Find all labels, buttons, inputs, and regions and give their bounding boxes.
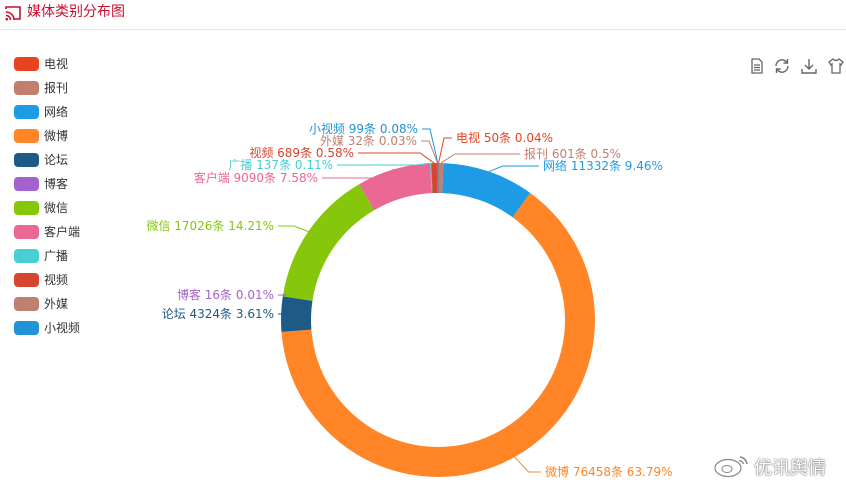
- slice-微信[interactable]: [282, 184, 375, 301]
- legend-swatch: [14, 153, 39, 167]
- data-label: 博客 16条 0.01%: [177, 287, 274, 302]
- slice-论坛[interactable]: [281, 296, 313, 332]
- legend-item[interactable]: 广播: [14, 247, 104, 271]
- data-label: 微信 17026条 14.21%: [146, 219, 274, 233]
- slice-视频[interactable]: [431, 163, 438, 194]
- legend-swatch: [14, 249, 39, 263]
- legend-item[interactable]: 客户端: [14, 223, 104, 247]
- chart-title: 媒体类别分布图: [27, 4, 125, 20]
- legend-label: 视频: [44, 273, 69, 287]
- data-label: 微博 76458条 63.79%: [545, 464, 673, 479]
- watermark-text: 优讯舆情: [754, 458, 826, 479]
- leader-line: [514, 456, 541, 473]
- legend-item[interactable]: 电视: [14, 55, 104, 79]
- legend-item[interactable]: 论坛: [14, 151, 104, 175]
- legend-label: 博客: [44, 177, 69, 191]
- restore-icon[interactable]: [773, 57, 791, 75]
- weibo-logo-icon: [714, 456, 748, 478]
- chart-header: 媒体类别分布图: [0, 0, 846, 30]
- shirt-icon[interactable]: [827, 57, 845, 75]
- slice-客户端[interactable]: [359, 163, 432, 211]
- legend-item[interactable]: 报刊: [14, 79, 104, 103]
- legend-swatch: [14, 81, 39, 95]
- slice-小视频[interactable]: [437, 163, 439, 194]
- chart-toolbox: [748, 57, 846, 75]
- leader-line: [438, 137, 452, 164]
- leader-line: [278, 225, 309, 233]
- leader-line: [278, 294, 287, 297]
- data-label: 小视频 99条 0.08%: [309, 121, 418, 136]
- leader-line: [421, 140, 439, 164]
- leader-line: [422, 128, 439, 164]
- legend-label: 微博: [44, 129, 69, 143]
- legend-swatch: [14, 321, 39, 335]
- data-label: 报刊 601条 0.5%: [524, 146, 621, 161]
- legend-swatch: [14, 273, 39, 287]
- legend-label: 客户端: [44, 225, 81, 239]
- legend-item[interactable]: 微信: [14, 199, 104, 223]
- data-label: 网络 11332条 9.46%: [543, 158, 663, 173]
- legend-item[interactable]: 视频: [14, 271, 104, 295]
- legend-label: 报刊: [44, 81, 69, 95]
- leader-line: [322, 169, 394, 179]
- watermark: 优讯舆情: [712, 452, 842, 479]
- data-label: 论坛 4324条 3.61%: [162, 307, 274, 321]
- slice-网络[interactable]: [442, 163, 531, 218]
- leader-line: [488, 165, 539, 172]
- legend-swatch: [14, 177, 39, 191]
- legend-label: 微信: [44, 201, 69, 215]
- leader-line: [337, 162, 431, 166]
- data-label: 视频 689条 0.58%: [249, 145, 354, 160]
- legend-item[interactable]: 网络: [14, 103, 104, 127]
- cast-icon: [5, 6, 21, 21]
- data-view-icon[interactable]: [748, 57, 766, 75]
- leader-line: [358, 152, 435, 164]
- data-label: 外媒 32条 0.03%: [320, 134, 417, 148]
- legend-swatch: [14, 57, 39, 71]
- legend-label: 论坛: [44, 153, 69, 167]
- slice-广播[interactable]: [430, 163, 433, 194]
- legend-label: 小视频: [44, 321, 81, 335]
- legend-label: 网络: [44, 105, 69, 119]
- data-label: 广播 137条 0.11%: [228, 158, 333, 172]
- data-label: 电视 50条 0.04%: [456, 130, 553, 145]
- save-image-icon[interactable]: [800, 57, 818, 75]
- legend-swatch: [14, 105, 39, 119]
- legend-label: 广播: [44, 249, 69, 263]
- legend-item[interactable]: 微博: [14, 127, 104, 151]
- legend-item[interactable]: 小视频: [14, 319, 104, 343]
- data-label: 客户端 9090条 7.58%: [194, 170, 318, 185]
- legend-swatch: [14, 225, 39, 239]
- legend-label: 电视: [44, 57, 69, 71]
- legend-swatch: [14, 129, 39, 143]
- legend-label: 外媒: [44, 297, 69, 311]
- slice-报刊[interactable]: [438, 163, 444, 194]
- legend-item[interactable]: 外媒: [14, 295, 104, 319]
- legend-item[interactable]: 博客: [14, 175, 104, 199]
- chart-legend: 电视报刊网络微博论坛博客微信客户端广播视频外媒小视频: [14, 55, 104, 343]
- leader-line: [440, 153, 520, 164]
- legend-swatch: [14, 297, 39, 311]
- legend-swatch: [14, 201, 39, 215]
